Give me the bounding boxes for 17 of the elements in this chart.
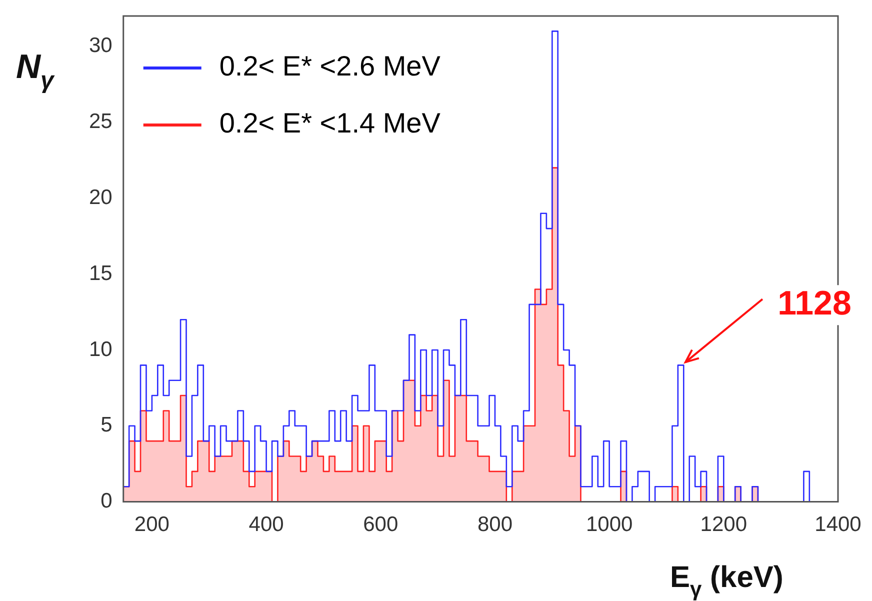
y-tick-label: 15 [89,262,112,285]
y-tick-label: 5 [100,414,112,437]
y-tick-label: 20 [89,186,112,209]
y-tick-label: 25 [89,110,112,134]
legend-label: 0.2< E* <2.6 MeV [219,50,441,82]
x-tick-label: 400 [248,513,284,536]
legend-label: 0.2< E* <1.4 MeV [219,108,441,139]
annotation: 1128 [778,284,852,323]
x-tick-label: 1400 [814,513,862,536]
y-tick-label: 0 [100,490,112,513]
x-tick-label: 800 [477,513,512,536]
y-tick-label: 30 [89,34,112,58]
x-tick-label: 200 [134,513,170,536]
x-tick-label: 1000 [586,513,633,536]
x-tick-label: 600 [363,513,398,536]
y-tick-label: 10 [89,338,112,361]
x-tick-label: 1200 [700,513,748,536]
